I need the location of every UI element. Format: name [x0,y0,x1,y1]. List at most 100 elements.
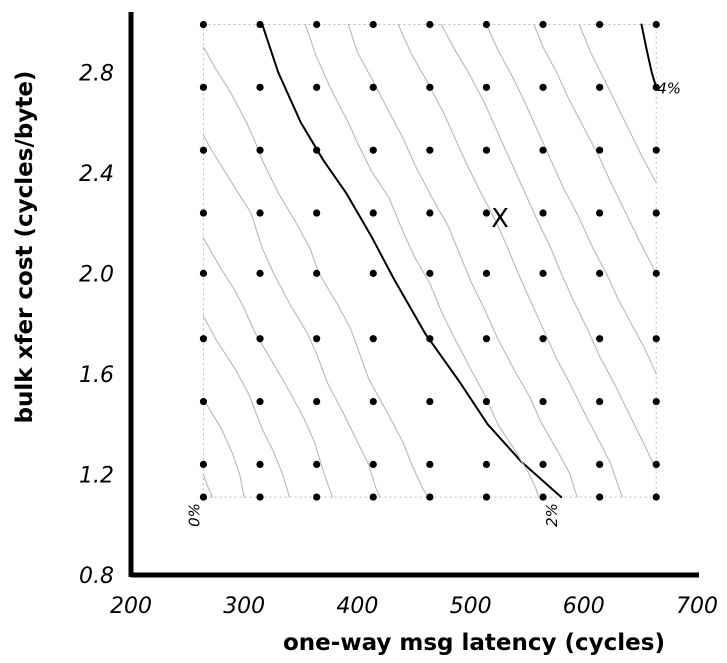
x-tick-label: 700 [676,594,718,619]
sample-point [652,83,660,91]
sample-point [596,83,604,91]
sample-point [652,460,660,468]
sample-point [482,397,491,406]
x-tick-label: 200 [110,594,152,619]
sample-point [596,20,604,29]
sample-point [539,493,547,501]
contour-line-light [485,23,657,375]
sample-point [652,335,660,343]
y-tick-label: 0.8 [79,564,114,589]
sample-point [313,493,321,501]
sample-point [426,460,434,468]
y-tick-label: 2.8 [79,61,114,86]
sample-point [596,146,604,154]
contour-line-light [202,237,334,498]
contour-line-light [440,23,657,470]
sample-point [482,83,491,91]
x-tick-label: 400 [336,594,378,619]
sample-point [539,269,547,277]
sample-point [313,269,321,277]
sample-point [256,20,264,29]
sample-point [596,269,604,277]
contour-line-light [578,23,657,184]
highlight-marker: X [491,204,509,234]
sample-point [369,209,377,217]
sample-point [596,209,604,217]
sample-point [199,146,208,154]
sample-point [482,209,491,217]
sample-point [369,20,377,29]
sample-point [596,460,604,468]
sample-point [426,493,434,501]
sample-point [652,397,660,406]
sample-point [426,209,434,217]
sample-point [652,209,660,217]
y-tick-label: 1.2 [79,463,114,488]
x-tick-label: 300 [223,594,265,619]
sample-point [256,83,264,91]
sample-point [369,83,377,91]
y-axis-title: bulk xfer cost (cycles/byte) [12,71,38,424]
sample-point [256,146,264,154]
sample-point [482,335,491,343]
sample-point [426,397,434,406]
contour-line-light [397,23,623,498]
marker-layer: X [491,204,509,234]
sample-point [539,83,547,91]
sample-point [369,493,377,501]
sample-point [369,460,377,468]
sample-point [539,397,547,406]
sample-point [369,397,377,406]
sample-point [256,269,264,277]
contour-line-light [202,398,245,498]
sample-point [199,460,208,468]
contour-lines [202,23,658,499]
sample-point [539,460,547,468]
sample-point [652,493,660,501]
sample-point [256,493,264,501]
sample-point [482,460,491,468]
sample-point [313,83,321,91]
sample-point [482,493,491,501]
sample-point [426,83,434,91]
contour-line-light [304,23,540,498]
sample-point [652,146,660,154]
contour-label: 0% [185,503,203,527]
sample-point [596,397,604,406]
x-axis-title: one-way msg latency (cycles) [283,630,665,656]
sample-point [539,146,547,154]
sample-point [426,20,434,29]
x-tick-label: 600 [563,594,605,619]
contour-line-light [347,23,578,498]
sample-point [199,397,208,406]
contour-label: 2% [543,503,561,527]
sample-point [313,20,321,29]
contour-line-4pct [640,23,658,89]
contour-line-light [533,23,657,274]
sample-point [313,460,321,468]
contour-label: 4% [657,79,681,97]
sample-point [199,269,208,277]
sample-point [539,209,547,217]
sample-point [313,209,321,217]
sample-point [482,146,491,154]
sample-point [199,20,208,29]
sample-point [199,209,208,217]
sample-point [369,146,377,154]
sample-points [199,20,660,501]
sample-point [313,335,321,343]
sample-point [596,335,604,343]
sample-point [256,209,264,217]
sample-point [199,335,208,343]
sample-point [596,493,604,501]
sample-point [369,269,377,277]
y-tick-label: 2.0 [79,262,114,287]
sample-point [256,460,264,468]
sample-point [482,20,491,29]
sample-point [482,269,491,277]
sample-region-frame [202,24,657,498]
sample-point [199,83,208,91]
sample-point [426,146,434,154]
sample-point [313,397,321,406]
